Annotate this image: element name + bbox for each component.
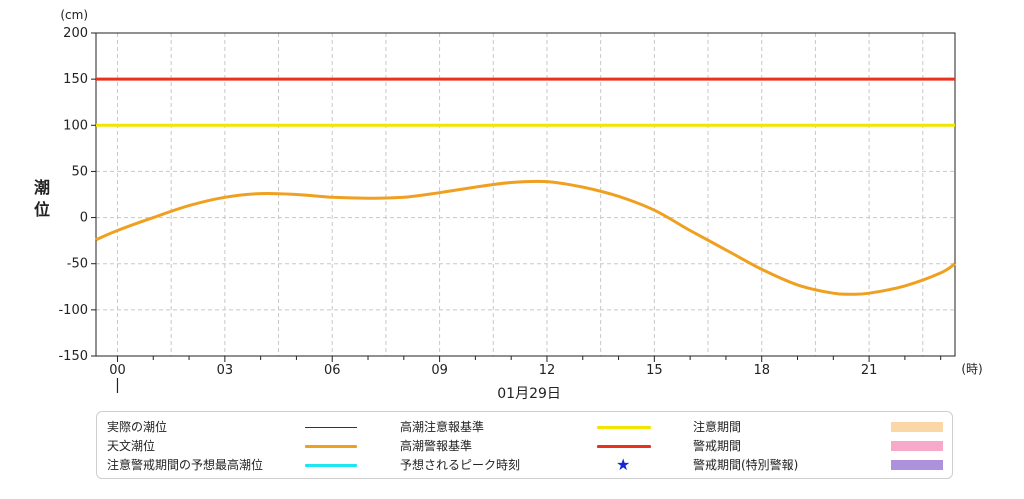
x-tick-label: 06 [324, 363, 341, 378]
date-label: 01月29日 [497, 386, 561, 402]
x-unit-label: (時) [961, 362, 982, 376]
legend-label-astronomical-tide: 天文潮位 [107, 439, 156, 453]
y-tick-label: 50 [71, 164, 88, 179]
y-tick-label: 150 [63, 72, 88, 87]
y-tick-label: 200 [63, 26, 88, 41]
x-tick-label: 21 [861, 363, 878, 378]
y-axis-title-char: 潮 [34, 178, 50, 197]
y-axis-title-char: 位 [34, 200, 50, 219]
tide-chart: -150 -100 -50 0 50 100 150 200 00 03 06 09 12 15 18 21 0… [34, 8, 983, 402]
legend-label-advisory-level: 高潮注意報基準 [400, 420, 485, 434]
plot-frame [95, 32, 956, 357]
legend-swatch-predicted-max [305, 464, 357, 467]
y-tick-label: -100 [58, 303, 88, 318]
legend-label-actual-tide: 実際の潮位 [107, 420, 168, 434]
y-tick-label: 100 [63, 118, 88, 133]
y-unit-label: (cm) [60, 8, 88, 22]
legend-swatch-advisory-period [891, 422, 943, 432]
legend: 実際の潮位 天文潮位 注意警戒期間の予想最高潮位 高潮注意報基準 高潮警報基準 … [96, 411, 953, 479]
legend-label-peak-time: 予想されるピーク時刻 [400, 458, 521, 472]
legend-label-predicted-max: 注意警戒期間の予想最高潮位 [107, 458, 264, 472]
star-icon: ★ [616, 455, 631, 474]
y-tick-label: 0 [80, 211, 88, 226]
legend-swatch-warning-level [597, 445, 651, 448]
x-tick-label: 15 [646, 363, 663, 378]
legend-label-warning-level: 高潮警報基準 [400, 439, 473, 453]
legend-swatch-astronomical-tide [305, 445, 357, 448]
legend-swatch-warning-period [891, 441, 943, 451]
legend-label-advisory-period: 注意期間 [693, 420, 742, 434]
y-tick-label: -150 [58, 349, 88, 364]
series-line-astronomical-tide [95, 179, 956, 296]
legend-label-special-warning-period: 警戒期間(特別警報) [693, 458, 799, 472]
x-tick-label: 00 [109, 363, 126, 378]
x-tick-label: 12 [539, 363, 556, 378]
x-tick-label: 09 [431, 363, 448, 378]
legend-swatch-advisory-level [597, 426, 651, 429]
legend-label-warning-period: 警戒期間 [693, 439, 742, 453]
x-tick-label: 03 [217, 363, 234, 378]
legend-swatch-actual-tide [305, 427, 357, 428]
legend-swatch-special-warning-period [891, 460, 943, 470]
y-tick-label: -50 [67, 257, 88, 272]
x-tick-label: 18 [753, 363, 770, 378]
